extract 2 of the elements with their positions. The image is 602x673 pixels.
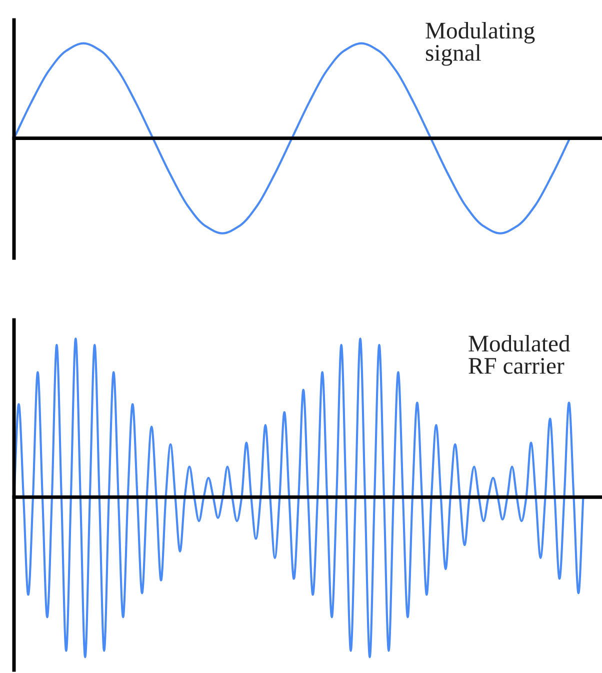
series-label: Modulated RF carrier bbox=[468, 335, 570, 374]
series-label: Modulating signal bbox=[426, 22, 535, 66]
